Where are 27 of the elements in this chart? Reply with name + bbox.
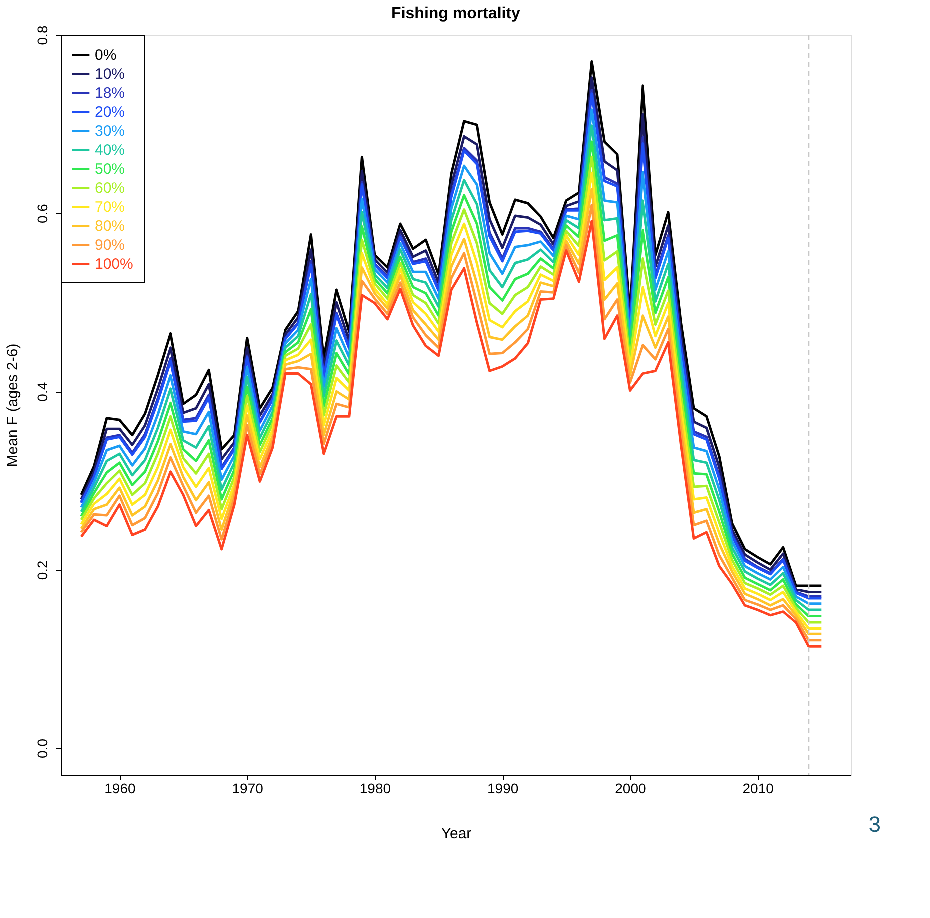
legend-label: 70% xyxy=(95,199,126,216)
legend-label: 60% xyxy=(95,180,126,197)
x-tick-label: 1960 xyxy=(104,780,136,796)
legend-label: 10% xyxy=(95,66,126,83)
legend-label: 20% xyxy=(95,104,126,121)
legend-label: 90% xyxy=(95,237,126,254)
legend-label: 80% xyxy=(95,218,126,235)
y-tick-label: 0.0 xyxy=(34,738,50,758)
x-tick-label: 2000 xyxy=(615,780,646,796)
chart-title: Fishing mortality xyxy=(392,5,521,22)
x-tick-label: 2010 xyxy=(742,780,774,796)
x-tick-label: 1980 xyxy=(360,780,392,796)
y-tick-label: 0.4 xyxy=(34,382,50,402)
y-axis-title: Mean F (ages 2-6) xyxy=(4,344,22,468)
x-tick-label: 1970 xyxy=(232,780,264,796)
text: 3 xyxy=(868,812,881,837)
y-tick-label: 0.6 xyxy=(34,204,50,224)
legend-label: 30% xyxy=(95,123,126,140)
legend-label: 18% xyxy=(95,85,126,102)
legend-label: 0% xyxy=(95,47,117,64)
legend-label: 40% xyxy=(95,142,126,159)
x-tick-label: 1990 xyxy=(488,780,519,796)
y-tick-label: 0.8 xyxy=(34,26,50,46)
x-axis-title: Year xyxy=(441,826,472,842)
legend-label: 50% xyxy=(95,161,126,178)
legend-label: 100% xyxy=(95,256,134,273)
y-tick-label: 0.2 xyxy=(34,560,50,580)
